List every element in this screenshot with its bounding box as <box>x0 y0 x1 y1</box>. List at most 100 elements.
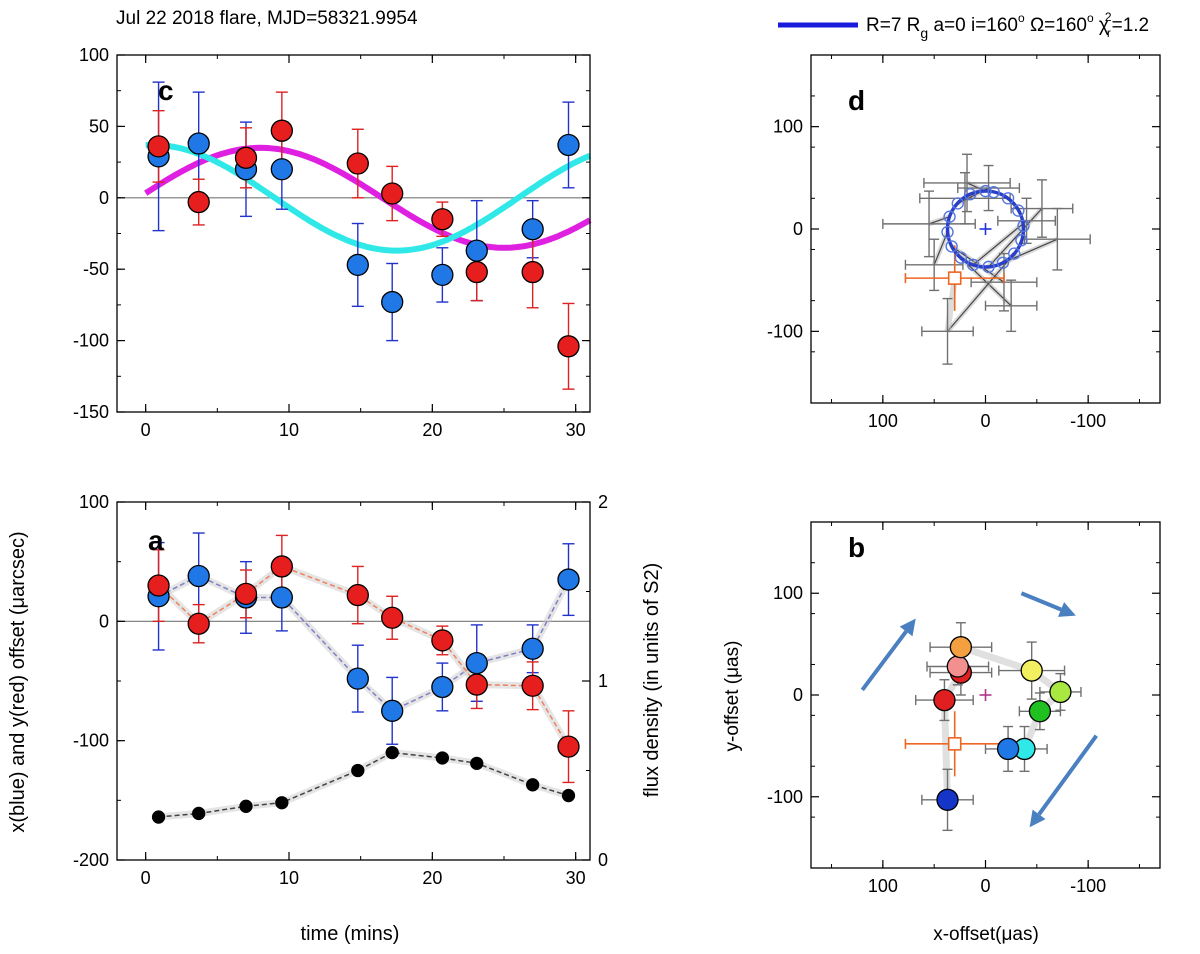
panel-a-blue-point <box>270 586 293 609</box>
panel-b-y-tick-label: 100 <box>773 583 803 603</box>
panel-a-y2-tick-label: 2 <box>598 492 608 512</box>
panel-b-x-tick-label: 0 <box>980 876 990 896</box>
panel-a-flux-point <box>239 799 253 813</box>
panel-a-red-point <box>346 583 369 607</box>
panel-c-red-point <box>521 260 544 284</box>
panel-c-y-tick-label: -100 <box>73 331 109 351</box>
panel-c-blue-point <box>521 218 544 241</box>
panel-d-orange-square-marker <box>947 271 962 285</box>
panel-a-flux-point <box>351 763 365 778</box>
panel-a: 0 10 20 30 -200 -100 0 100 a 0 1 2 <box>73 492 608 888</box>
panel-b-colored-point <box>1028 700 1052 723</box>
panel-d-model-point <box>1008 247 1021 260</box>
panel-a-flux-point <box>526 778 540 792</box>
panel-b-direction-arrow-shaft <box>1037 734 1098 816</box>
panel-a-x-tick-label: 30 <box>566 868 586 888</box>
panel-a-y2-tick-label: 0 <box>598 850 608 870</box>
panel-a-red-point <box>234 582 258 606</box>
panel-c-red-point <box>431 208 454 231</box>
panel-a-flux-point <box>385 745 399 760</box>
panel-b-direction-arrow-head <box>899 618 916 637</box>
panel-d-model-point <box>951 197 964 210</box>
panel-a-y-tick-label: 0 <box>99 611 109 631</box>
panel-a-blue-point <box>381 699 404 722</box>
legend-label: R=7 Rg a=0 i=160o Ω=160o χr2=1.2 <box>866 10 1149 41</box>
panel-d-link-line <box>928 216 950 225</box>
panel-a-red-point <box>147 574 170 597</box>
panel-c-red-point <box>234 146 258 169</box>
panel-a-red-point <box>431 629 454 652</box>
panel-c-blue-point <box>270 158 293 181</box>
panel-d-fit-circle <box>945 189 1026 269</box>
panel-c-red-point <box>465 260 488 284</box>
panel-a-red-point <box>381 606 404 629</box>
panel-b-colored-point <box>1020 659 1043 682</box>
panel-d-model-point <box>982 260 995 274</box>
panel-a-black-connector <box>158 751 569 818</box>
panel-a-flux-point <box>470 756 484 770</box>
panel-a-blue-point <box>465 651 488 675</box>
panel-a-y2-axis-label: flux density (in units of S2) <box>641 563 663 798</box>
panel-a-flux-point <box>275 796 289 810</box>
panel-a-red-point <box>465 673 488 696</box>
panel-a-y-tick-label: -100 <box>73 731 109 751</box>
panel-c-x-tick-label: 20 <box>422 420 442 440</box>
panel-c-blue-point <box>431 263 454 287</box>
panel-a-y-tick-label: 100 <box>79 492 109 512</box>
panel-a-x-tick-label: 10 <box>279 868 299 888</box>
panel-c-red-point <box>346 152 369 175</box>
panel-c-x-tick-label: 30 <box>566 420 586 440</box>
panel-b-colored-point <box>936 788 959 811</box>
panel-c-cyan-model-curve <box>145 142 592 254</box>
panel-d-model-point <box>943 210 956 223</box>
panel-d-model-point <box>945 240 958 253</box>
panel-b-direction-arrow-shaft <box>1020 591 1062 612</box>
panel-a-black-shadow <box>158 749 570 821</box>
panel-b-colored-point <box>933 688 956 712</box>
panel-c-y-tick-label: 50 <box>89 116 109 136</box>
panel-c-letter: c <box>158 75 174 106</box>
legend: R=7 Rg a=0 i=160o Ω=160o χr2=1.2 <box>778 10 1149 41</box>
panel-d-y-tick-label: 100 <box>773 117 803 137</box>
panel-d-y-tick-label: 0 <box>793 219 803 239</box>
panel-a-y-tick-label: -200 <box>73 850 109 870</box>
panel-a-blue-point <box>346 667 369 690</box>
panel-d-link-line <box>988 208 1043 268</box>
panel-d-model-point <box>1017 219 1030 233</box>
panel-a-flux-point <box>435 751 450 765</box>
panel-b-y-tick-label: 0 <box>793 685 803 705</box>
panel-c-red-point <box>187 190 210 214</box>
panel-b-direction-arrow-shaft <box>860 630 908 692</box>
panel-c-x-tick-label: 10 <box>279 420 299 440</box>
panel-d-model-point <box>941 225 954 239</box>
panel-d-x-tick-label: -100 <box>1070 411 1106 431</box>
panel-a-blue-point <box>187 564 210 588</box>
panel-a-red-point <box>521 674 544 697</box>
panel-a-letter: a <box>148 525 164 556</box>
panel-a-blue-connector <box>158 575 570 712</box>
panel-c-y-tick-label: -150 <box>73 402 109 422</box>
panel-b-letter: b <box>848 532 865 563</box>
panel-d-model-point <box>996 256 1010 269</box>
panel-b-colored-point <box>996 737 1020 761</box>
panel-b-track-shadow <box>940 643 1064 800</box>
panel-a-blue-point <box>521 637 544 660</box>
panel-c: 0 10 20 30 -150 -100 -50 0 50 100 c <box>73 45 592 440</box>
panel-b-colored-point <box>1049 680 1072 704</box>
panel-c-blue-point <box>187 132 210 155</box>
panel-c-blue-point <box>465 239 488 262</box>
panel-a-red-connector <box>158 565 570 747</box>
panel-a-flux-point <box>151 810 166 824</box>
panel-d-model-point <box>1015 234 1028 247</box>
panel-a-x-tick-label: 0 <box>141 868 151 888</box>
panel-b-x-tick-label: -100 <box>1070 876 1106 896</box>
panel-d-x-tick-label: 0 <box>980 411 990 431</box>
panel-b: 100 0 -100 -100 0 100 b <box>767 521 1161 896</box>
panel-a-red-point <box>557 735 580 758</box>
panel-c-red-point <box>147 135 170 158</box>
panel-d-model-point <box>954 251 968 264</box>
panel-c-red-point <box>381 182 404 205</box>
panel-b-x-axis-label: x-offset(μas) <box>933 924 1039 945</box>
panel-b-y-tick-label: -100 <box>767 787 803 807</box>
